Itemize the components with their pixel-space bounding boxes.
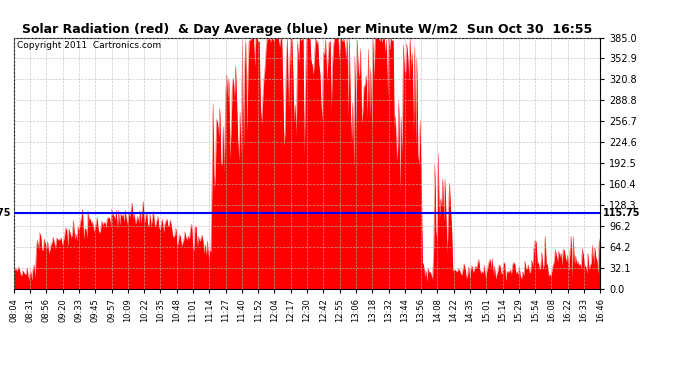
Text: Copyright 2011  Cartronics.com: Copyright 2011 Cartronics.com [17, 41, 161, 50]
Title: Solar Radiation (red)  & Day Average (blue)  per Minute W/m2  Sun Oct 30  16:55: Solar Radiation (red) & Day Average (blu… [22, 23, 592, 36]
Text: 115.75: 115.75 [0, 208, 12, 218]
Text: 115.75: 115.75 [602, 208, 640, 218]
